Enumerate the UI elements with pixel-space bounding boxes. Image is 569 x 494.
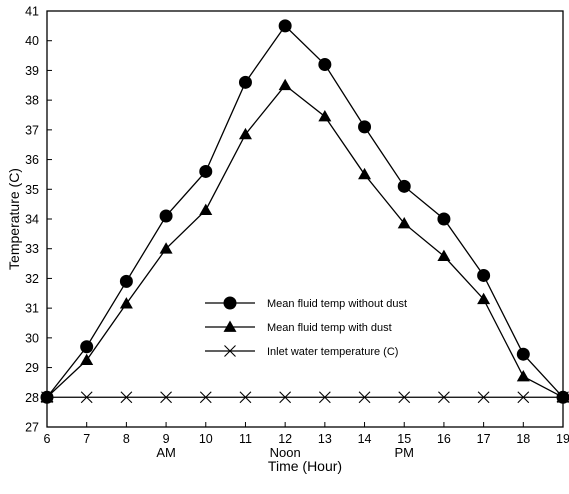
- x-axis-title: Time (Hour): [268, 458, 342, 474]
- series-circle: [40, 19, 569, 404]
- legend-label: Inlet water temperature (C): [267, 346, 398, 358]
- data-point: [80, 353, 94, 366]
- data-point: [477, 292, 491, 305]
- data-point: [556, 390, 569, 404]
- data-point: [278, 19, 292, 33]
- x-tick-label: 8: [123, 432, 130, 446]
- y-tick-label: 33: [25, 242, 39, 256]
- period-labels: AM Noon PM: [156, 445, 414, 460]
- plot-frame: [46, 10, 564, 428]
- data-point: [318, 57, 332, 71]
- legend: Mean fluid temp without dust Mean fluid t…: [205, 296, 407, 358]
- y-tick-label: 39: [25, 64, 39, 78]
- legend-item: Inlet water temperature (C): [205, 345, 398, 358]
- x-tick-label: 9: [163, 432, 170, 446]
- series-line: [46, 84, 564, 398]
- x-tick-label: 15: [397, 432, 411, 446]
- y-tick-label: 37: [25, 123, 39, 137]
- data-point: [160, 391, 172, 404]
- data-point: [159, 209, 173, 223]
- series-x: [41, 391, 569, 404]
- x-tick-label: 13: [318, 432, 332, 446]
- data-point: [437, 249, 451, 262]
- x-tick-label: 10: [199, 432, 213, 446]
- data-point: [119, 297, 133, 309]
- y-tick-label: 38: [25, 94, 39, 108]
- data-point: [437, 212, 451, 226]
- legend-marker: [223, 320, 237, 332]
- data-point: [119, 274, 133, 288]
- y-tick-label: 30: [25, 331, 39, 345]
- x-tick-label: 7: [83, 432, 90, 446]
- data-point: [358, 167, 372, 180]
- data-point: [239, 391, 252, 404]
- y-tick-label: 36: [25, 153, 39, 167]
- legend-label: Mean fluid temp with dust: [267, 322, 392, 334]
- y-tick-label: 28: [25, 391, 39, 405]
- data-point: [199, 203, 213, 215]
- x-tick-labels: 6 7 8 9 10 11 12 13 14 15 16 17 18 19: [44, 432, 569, 446]
- data-point: [278, 78, 292, 91]
- legend-label: Mean fluid temp without dust: [267, 298, 407, 310]
- data-point: [318, 391, 331, 404]
- data-point: [398, 391, 411, 404]
- data-point: [159, 242, 173, 254]
- y-tick-label: 31: [25, 302, 39, 316]
- data-point: [358, 391, 371, 404]
- x-tick-label: 16: [437, 432, 451, 446]
- period-label: Noon: [270, 445, 301, 460]
- x-tick-label: 14: [358, 432, 372, 446]
- x-tick-label: 12: [278, 432, 292, 446]
- legend-item: Mean fluid temp with dust: [205, 320, 392, 334]
- y-tick-label: 34: [25, 213, 39, 227]
- legend-marker: [223, 296, 237, 310]
- y-axis-title: Temperature (C): [6, 168, 22, 270]
- x-tick-label: 17: [477, 432, 491, 446]
- data-point: [397, 216, 411, 229]
- axis-ticks: [46, 10, 564, 428]
- legend-marker: [224, 345, 236, 357]
- y-tick-labels: 27 28 29 30 31 32 33 34 35 36 37 38 39 40 41: [25, 5, 39, 435]
- data-point: [516, 369, 530, 382]
- x-tick-label: 6: [44, 432, 51, 446]
- data-point: [40, 390, 54, 404]
- y-tick-label: 40: [25, 34, 39, 48]
- y-tick-label: 41: [25, 5, 39, 19]
- data-point: [477, 268, 491, 282]
- y-tick-label: 32: [25, 272, 39, 286]
- data-point: [199, 391, 212, 404]
- data-point: [397, 179, 411, 193]
- data-point: [318, 109, 332, 122]
- series-group: [40, 19, 569, 404]
- data-point: [80, 391, 93, 404]
- data-point: [516, 347, 530, 361]
- y-tick-label: 29: [25, 361, 39, 375]
- legend-item: Mean fluid temp without dust: [205, 296, 407, 310]
- data-point: [238, 75, 252, 89]
- data-point: [238, 127, 252, 140]
- period-label: PM: [394, 445, 414, 460]
- data-point: [438, 391, 450, 404]
- data-point: [80, 340, 94, 354]
- y-tick-label: 27: [25, 421, 39, 435]
- period-label: AM: [156, 445, 176, 460]
- data-point: [120, 391, 133, 404]
- data-point: [279, 391, 292, 404]
- data-point: [358, 120, 372, 134]
- x-tick-label: 19: [556, 432, 569, 446]
- data-point: [477, 391, 490, 404]
- data-point: [517, 391, 530, 404]
- series-line: [46, 24, 564, 398]
- x-tick-label: 18: [516, 432, 530, 446]
- data-point: [199, 164, 213, 178]
- y-tick-label: 35: [25, 183, 39, 197]
- x-tick-label: 11: [239, 432, 252, 446]
